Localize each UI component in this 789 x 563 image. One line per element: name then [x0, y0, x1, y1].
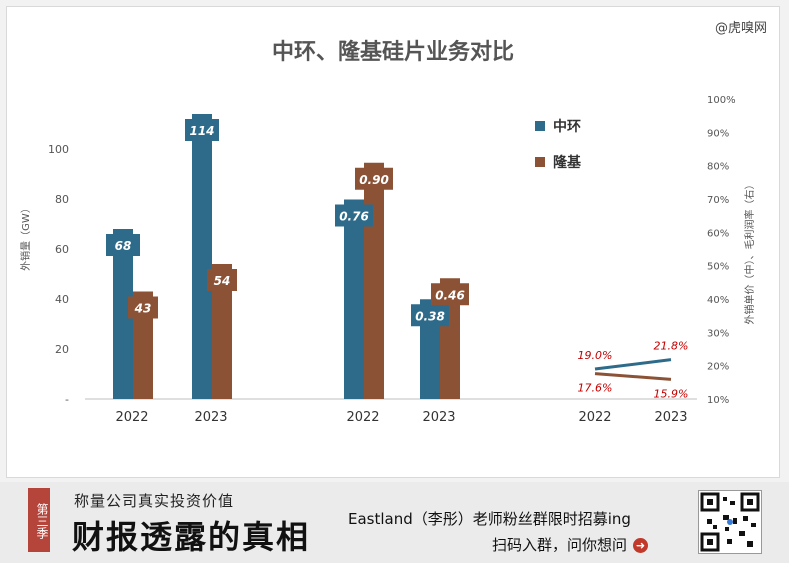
right-tick-label: 70%: [707, 195, 729, 206]
line-longi: [594, 372, 672, 381]
x-tick-label: 2022: [346, 410, 379, 425]
bar-zhonghuan: [113, 229, 133, 399]
promo-banner[interactable]: 第三季 称量公司真实投资价值 财报透露的真相 Eastland（李彤）老师粉丝群…: [0, 482, 789, 563]
qr-code-icon: [698, 490, 762, 554]
data-label-box: [207, 269, 237, 291]
margin-data-label: 19.0%: [578, 349, 613, 362]
data-label: 0.76: [339, 210, 369, 224]
bar-longi: [364, 162, 384, 399]
data-label: 114: [189, 124, 214, 138]
bar-longi: [212, 264, 232, 399]
arrow-right-icon: ➜: [633, 538, 649, 553]
chart-title: 中环、隆基硅片业务对比: [272, 40, 514, 65]
right-tick-label: 20%: [707, 362, 729, 373]
margin-data-label: 15.9%: [654, 387, 689, 400]
banner-promo-text: Eastland（李彤）老师粉丝群限时招募ing: [348, 510, 631, 528]
left-tick-label: 20: [55, 343, 69, 356]
left-tick-label: 40: [55, 293, 69, 306]
chart-card: @虎嗅网 中环、隆基硅片业务对比 - 20 40 60 80 100 10% 20% 30% 40%…: [6, 6, 780, 478]
left-tick-label: -: [65, 393, 69, 406]
legend-label: 隆基: [553, 154, 582, 171]
margin-data-label: 17.6%: [578, 382, 613, 395]
legend-swatch: [535, 121, 545, 131]
x-tick-label: 2022: [578, 410, 611, 425]
data-label-box: [355, 167, 393, 190]
line-zhonghuan: [594, 358, 672, 371]
right-tick-label: 60%: [707, 228, 729, 239]
season-badge: 第三季: [28, 488, 50, 552]
bar-zhonghuan: [192, 114, 212, 399]
legend-swatch: [535, 157, 545, 167]
data-label: 68: [115, 239, 132, 253]
data-label: 0.90: [359, 173, 389, 187]
left-tick-label: 80: [55, 193, 69, 206]
join-group-link[interactable]: 扫码入群，问你想问 ➜: [492, 534, 649, 555]
right-tick-label: 10%: [707, 395, 729, 406]
right-tick-label: 40%: [707, 295, 729, 306]
banner-headline: 财报透露的真相: [72, 518, 311, 556]
x-tick-label: 2023: [422, 410, 455, 425]
right-tick-label: 80%: [707, 162, 729, 173]
bar-zhonghuan: [344, 199, 364, 399]
data-label: 43: [134, 302, 152, 316]
data-label-box: [411, 304, 449, 327]
data-label: 54: [214, 274, 231, 288]
right-tick-label: 30%: [707, 328, 729, 339]
data-label-box: [431, 283, 469, 306]
margin-data-label: 21.8%: [654, 340, 689, 353]
legend-label: 中环: [553, 118, 581, 135]
right-axis-label: 外销单价（中）、毛利润率（右）: [743, 180, 756, 325]
cta-label: 扫码入群，问你想问: [492, 536, 628, 554]
right-tick-label: 50%: [707, 262, 729, 273]
x-tick-label: 2023: [194, 410, 227, 425]
right-tick-label: 100%: [707, 95, 736, 106]
left-tick-label: 60: [55, 243, 69, 256]
banner-tagline: 称量公司真实投资价值: [74, 492, 235, 510]
x-tick-label: 2023: [654, 410, 687, 425]
watermark: @虎嗅网: [714, 21, 767, 36]
data-label-box: [185, 119, 219, 141]
data-label: 0.38: [415, 309, 445, 323]
x-tick-label: 2022: [115, 410, 148, 425]
data-label-box: [106, 234, 140, 256]
left-tick-label: 100: [48, 143, 69, 156]
data-label: 0.46: [435, 288, 465, 302]
data-label-box: [128, 296, 158, 319]
chart: 中环、隆基硅片业务对比 - 20 40 60 80 100 10% 20% 30% 40% 50% 60…: [19, 40, 756, 425]
left-axis-label: 外销量（GW）: [19, 203, 32, 271]
right-tick-label: 90%: [707, 128, 729, 139]
data-label-box: [335, 204, 373, 227]
